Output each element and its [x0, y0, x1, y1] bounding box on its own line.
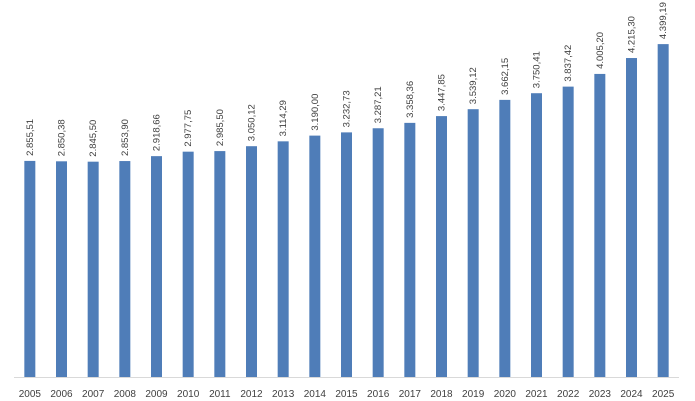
value-label-2015: 3.232,73 — [342, 90, 353, 127]
x-tick-label-2023: 2023 — [589, 389, 612, 400]
bar-2022 — [562, 86, 574, 378]
x-tick-label-2020: 2020 — [494, 389, 517, 400]
x-tick-label-2025: 2025 — [652, 389, 675, 400]
value-label-2025: 4.399,19 — [658, 2, 669, 39]
bar-2021 — [531, 93, 542, 378]
x-tick-label-2021: 2021 — [525, 389, 548, 400]
x-tick-label-2007: 2007 — [82, 389, 105, 400]
value-labels-group: 2.855,51 2.850,38 2.845,50 2.853,90 2.918,66… — [25, 2, 669, 157]
bar-2018 — [436, 116, 447, 377]
x-tick-label-2016: 2016 — [367, 389, 390, 400]
value-label-2014: 3.190,00 — [310, 94, 321, 131]
value-label-2018: 3.447,85 — [437, 74, 448, 111]
value-label-2008: 2.853,90 — [120, 119, 131, 156]
x-tick-label-2019: 2019 — [462, 389, 485, 400]
value-label-2022: 3.837,42 — [563, 45, 574, 82]
bar-2017 — [404, 122, 416, 378]
value-label-2019: 3.539,12 — [468, 67, 479, 104]
value-label-2010: 2.977,75 — [183, 110, 194, 147]
bar-2024 — [626, 58, 637, 377]
value-label-2017: 3.358,36 — [405, 81, 416, 118]
bar-2005 — [24, 160, 36, 377]
x-tick-label-2012: 2012 — [240, 389, 263, 400]
x-tick-label-2024: 2024 — [620, 389, 643, 400]
value-label-2021: 3.750,41 — [532, 51, 543, 88]
value-label-2020: 3.662,15 — [500, 58, 511, 95]
value-label-2016: 3.287,21 — [373, 86, 384, 123]
x-tick-label-2018: 2018 — [430, 389, 453, 400]
x-tick-labels-group: 2005 2006 2007 2008 2009 2010 2011 2012 2013 2014… — [19, 389, 675, 400]
value-label-2024: 4.215,30 — [627, 16, 638, 53]
value-label-2005: 2.855,51 — [25, 119, 36, 156]
x-tick-label-2011: 2011 — [209, 389, 231, 400]
x-tick-label-2005: 2005 — [19, 389, 42, 400]
x-tick-label-2010: 2010 — [177, 389, 200, 400]
value-label-2007: 2.845,50 — [88, 120, 99, 157]
bar-2008 — [119, 161, 131, 377]
bar-2007 — [87, 161, 99, 377]
x-tick-label-2017: 2017 — [399, 389, 422, 400]
x-tick-label-2009: 2009 — [145, 389, 168, 400]
value-label-2009: 2.918,66 — [152, 114, 163, 151]
bar-2025 — [657, 44, 669, 378]
bar-2014 — [309, 135, 321, 377]
bar-2015 — [341, 132, 352, 377]
bar-2019 — [467, 109, 479, 377]
x-tick-label-2022: 2022 — [557, 389, 580, 400]
value-label-2013: 3.114,29 — [278, 100, 289, 136]
bar-2013 — [277, 141, 289, 377]
bar-2016 — [372, 128, 384, 377]
x-tick-label-2014: 2014 — [304, 389, 327, 400]
value-label-2006: 2.850,38 — [57, 119, 68, 156]
x-tick-label-2006: 2006 — [50, 389, 73, 400]
x-tick-label-2015: 2015 — [335, 389, 358, 400]
bar-2020 — [499, 99, 511, 377]
value-label-2012: 3.050,12 — [247, 104, 258, 141]
bar-2023 — [594, 73, 606, 378]
value-label-2011: 2.985,50 — [215, 109, 226, 146]
bar-2009 — [151, 156, 162, 377]
bar-2010 — [182, 151, 194, 377]
bar-2012 — [246, 146, 257, 377]
x-tick-label-2008: 2008 — [114, 389, 137, 400]
bars-group — [24, 44, 669, 378]
bar-2011 — [214, 151, 226, 377]
value-label-2023: 4.005,20 — [595, 32, 606, 69]
bar-2006 — [56, 161, 67, 377]
x-tick-label-2013: 2013 — [272, 389, 295, 400]
